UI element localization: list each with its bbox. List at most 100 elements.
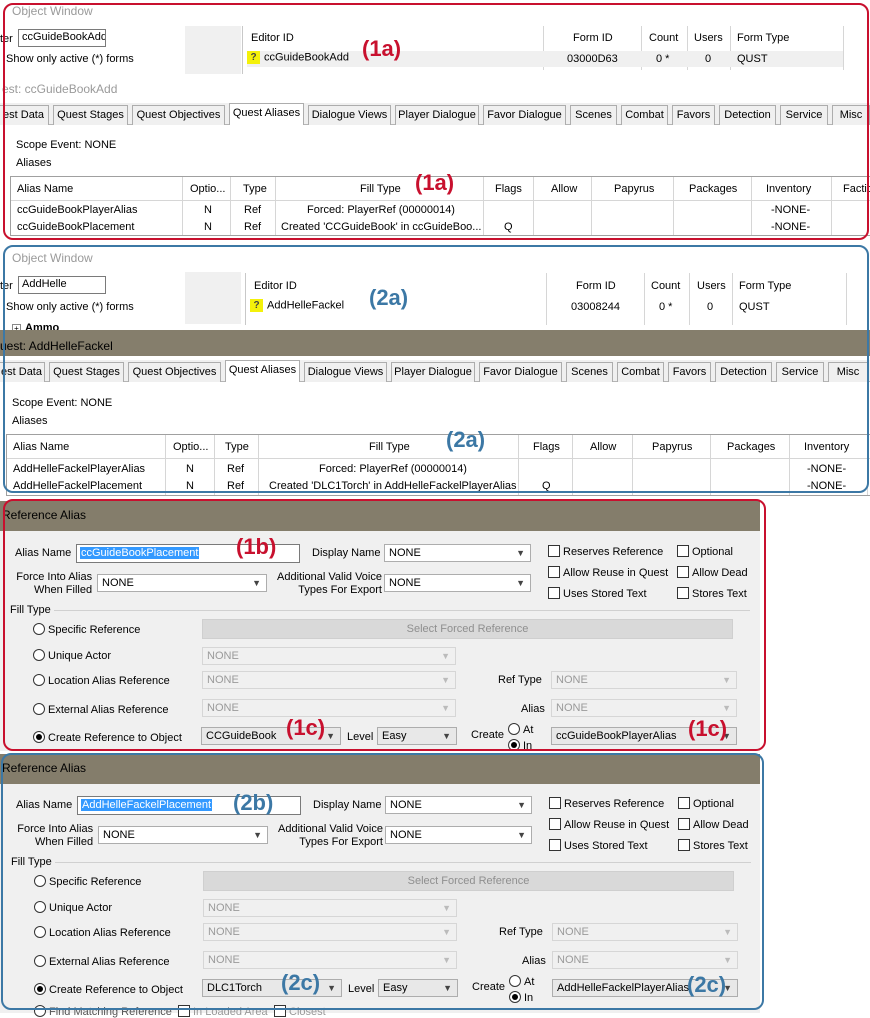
col-editor-id[interactable]: Editor ID — [251, 32, 294, 44]
location-alias-radio[interactable]: Location Alias Reference — [34, 926, 171, 939]
col-allow[interactable]: Allow — [590, 441, 617, 453]
unique-actor-dropdown[interactable]: NONE ▼ — [203, 899, 457, 917]
tab-detection[interactable]: Detection — [715, 362, 772, 382]
col-flags[interactable]: Flags — [533, 441, 560, 453]
tab-misc[interactable]: Misc — [832, 105, 870, 125]
tab-quest-objectives[interactable]: Quest Objectives — [128, 362, 221, 382]
table-row[interactable]: ccGuideBookPlacement N Ref Created 'CCGu… — [17, 221, 811, 233]
allow-reuse-checkbox[interactable]: Allow Reuse in Quest — [548, 566, 668, 579]
col-form-type[interactable]: Form Type — [737, 32, 790, 44]
col-flags[interactable]: Flags — [495, 183, 522, 195]
external-alias-radio[interactable]: External Alias Reference — [34, 955, 169, 968]
select-forced-reference-button[interactable]: Select Forced Reference — [202, 619, 733, 639]
create-reference-radio[interactable]: Create Reference to Object — [34, 983, 183, 996]
optional-checkbox[interactable]: Optional — [678, 797, 734, 810]
tab-favor-dialogue[interactable]: Favor Dialogue — [479, 362, 562, 382]
alias-name-input[interactable]: ccGuideBookPlacement — [76, 544, 300, 563]
tab-favors[interactable]: Favors — [668, 362, 711, 382]
col-allow[interactable]: Allow — [551, 183, 578, 195]
specific-reference-radio[interactable]: Specific Reference — [34, 875, 141, 888]
tab-favors[interactable]: Favors — [672, 105, 715, 125]
tab-quest-stages[interactable]: Quest Stages — [49, 362, 124, 382]
create-object-dropdown[interactable]: DLC1Torch ▼ — [202, 979, 342, 997]
alias-name-input[interactable]: AddHelleFackelPlacement — [77, 796, 301, 815]
col-inventory[interactable]: Inventory — [766, 183, 812, 195]
col-fill-type[interactable]: Fill Type — [369, 441, 410, 453]
tab-dialogue-views[interactable]: Dialogue Views — [304, 362, 387, 382]
col-inventory[interactable]: Inventory — [804, 441, 850, 453]
tab-quest-aliases[interactable]: Quest Aliases — [225, 360, 300, 382]
voice-types-dropdown[interactable]: NONE ▼ — [385, 826, 532, 844]
col-optional[interactable]: Optio... — [190, 183, 226, 195]
unique-actor-dropdown[interactable]: NONE ▼ — [202, 647, 456, 665]
col-alias-name[interactable]: Alias Name — [17, 183, 74, 195]
alias-dropdown[interactable]: NONE ▼ — [551, 699, 737, 717]
tab-combat[interactable]: Combat — [621, 105, 668, 125]
allow-dead-checkbox[interactable]: Allow Dead — [678, 818, 749, 831]
tab-favor-dialogue[interactable]: Favor Dialogue — [483, 105, 566, 125]
col-form-type[interactable]: Form Type — [739, 280, 792, 292]
col-form-id[interactable]: Form ID — [576, 280, 616, 292]
location-alias-radio[interactable]: Location Alias Reference — [33, 674, 170, 687]
tab-dialogue-views[interactable]: Dialogue Views — [308, 105, 391, 125]
allow-dead-checkbox[interactable]: Allow Dead — [677, 566, 748, 579]
create-at-radio[interactable]: At — [508, 723, 533, 736]
unique-actor-radio[interactable]: Unique Actor — [33, 649, 111, 662]
create-at-radio[interactable]: At — [509, 975, 534, 988]
table-row[interactable]: AddHelleFackelPlayerAlias N Ref Forced: … — [13, 463, 847, 475]
col-packages[interactable]: Packages — [689, 183, 738, 195]
filter-input[interactable]: AddHelle — [18, 276, 106, 294]
tab-misc[interactable]: Misc — [828, 362, 868, 382]
tab-scenes[interactable]: Scenes — [570, 105, 617, 125]
uses-stored-text-checkbox[interactable]: Uses Stored Text — [549, 839, 648, 852]
col-users[interactable]: Users — [697, 280, 726, 292]
object-row[interactable]: ? AddHelleFackel — [250, 299, 840, 315]
table-row[interactable]: ccGuideBookPlayerAlias N Ref Forced: Pla… — [17, 204, 811, 216]
external-alias-dropdown[interactable]: NONE ▼ — [203, 951, 457, 969]
tab-quest-stages[interactable]: Quest Stages — [53, 105, 128, 125]
stores-text-checkbox[interactable]: Stores Text — [677, 587, 747, 600]
col-papyrus[interactable]: Papyrus — [614, 183, 655, 195]
specific-reference-radio[interactable]: Specific Reference — [33, 623, 140, 636]
col-faction[interactable]: Factio — [843, 183, 870, 195]
location-alias-dropdown[interactable]: NONE ▼ — [202, 671, 456, 689]
select-forced-reference-button[interactable]: Select Forced Reference — [203, 871, 734, 891]
display-name-dropdown[interactable]: NONE ▼ — [385, 796, 532, 814]
tab-player-dialogue[interactable]: Player Dialogue — [391, 362, 475, 382]
ref-type-dropdown[interactable]: NONE ▼ — [551, 671, 737, 689]
tab-player-dialogue[interactable]: Player Dialogue — [395, 105, 479, 125]
col-alias-name[interactable]: Alias Name — [13, 441, 70, 453]
tab-service[interactable]: Service — [780, 105, 828, 125]
col-count[interactable]: Count — [651, 280, 681, 292]
col-fill-type[interactable]: Fill Type — [360, 183, 401, 195]
create-in-radio[interactable]: In — [509, 991, 533, 1004]
reserves-reference-checkbox[interactable]: Reserves Reference — [548, 545, 663, 558]
voice-types-dropdown[interactable]: NONE ▼ — [384, 574, 531, 592]
col-count[interactable]: Count — [649, 32, 679, 44]
tab-scenes[interactable]: Scenes — [566, 362, 613, 382]
tab-quest-aliases[interactable]: Quest Aliases — [229, 103, 304, 125]
stores-text-checkbox[interactable]: Stores Text — [678, 839, 748, 852]
col-form-id[interactable]: Form ID — [573, 32, 613, 44]
tab-quest-data[interactable]: est Data — [0, 105, 49, 125]
force-into-alias-dropdown[interactable]: NONE ▼ — [97, 574, 267, 592]
create-reference-radio[interactable]: Create Reference to Object — [33, 731, 182, 744]
tab-quest-data[interactable]: est Data — [0, 362, 45, 382]
force-into-alias-dropdown[interactable]: NONE ▼ — [98, 826, 268, 844]
create-alias-dropdown[interactable]: AddHelleFackelPlayerAlias ▼ — [552, 979, 738, 997]
in-loaded-area-checkbox[interactable]: In Loaded Area — [178, 1005, 268, 1018]
closest-checkbox[interactable]: Closest — [274, 1005, 326, 1018]
col-packages[interactable]: Packages — [727, 441, 776, 453]
tab-quest-objectives[interactable]: Quest Objectives — [132, 105, 225, 125]
reserves-reference-checkbox[interactable]: Reserves Reference — [549, 797, 664, 810]
unique-actor-radio[interactable]: Unique Actor — [34, 901, 112, 914]
create-object-dropdown[interactable]: CCGuideBook ▼ — [201, 727, 341, 745]
col-type[interactable]: Type — [243, 183, 267, 195]
tab-detection[interactable]: Detection — [719, 105, 776, 125]
tab-service[interactable]: Service — [776, 362, 824, 382]
external-alias-dropdown[interactable]: NONE ▼ — [202, 699, 456, 717]
location-alias-dropdown[interactable]: NONE ▼ — [203, 923, 457, 941]
table-row[interactable]: AddHelleFackelPlacement N Ref Created 'D… — [13, 480, 847, 492]
allow-reuse-checkbox[interactable]: Allow Reuse in Quest — [549, 818, 669, 831]
object-row[interactable]: ? ccGuideBookAdd — [247, 51, 843, 67]
